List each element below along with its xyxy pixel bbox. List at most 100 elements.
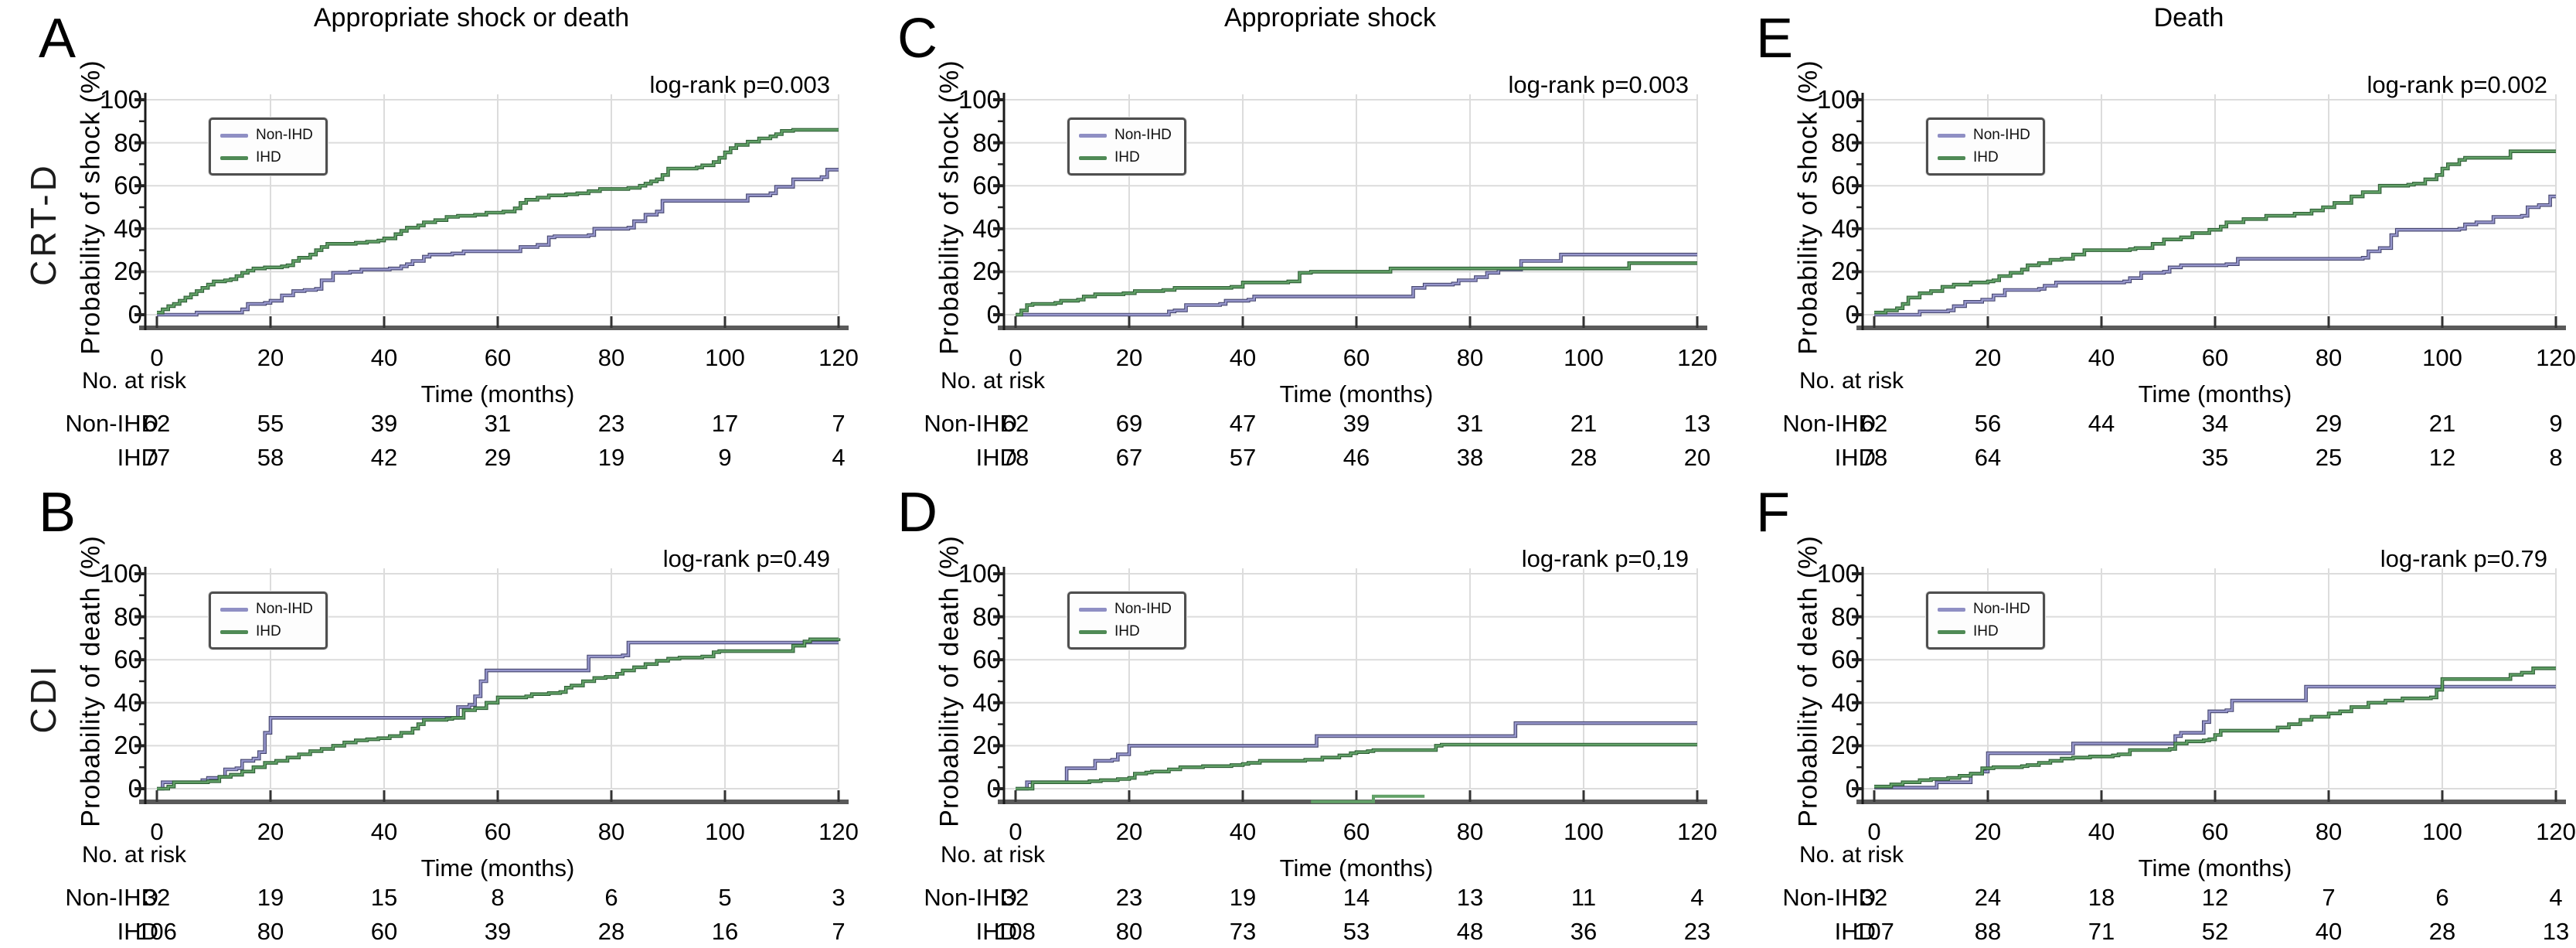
risk-count: 20	[1683, 444, 1711, 471]
risk-count: 71	[2088, 918, 2115, 945]
legend-item-ihd: IHD	[220, 149, 313, 166]
legend-box: Non-IHD IHD	[1926, 592, 2045, 650]
risk-count: 16	[711, 918, 739, 945]
risk-row-label: IHD	[117, 918, 158, 945]
risk-row: Non-IHD 62 69 47 39 31 21 13	[859, 410, 1717, 441]
risk-count: 6	[604, 884, 618, 911]
risk-count: 69	[1115, 410, 1143, 437]
risk-count: 32	[1860, 884, 1888, 911]
x-tick-label: 100	[1564, 344, 1604, 371]
risk-count: 32	[1002, 884, 1029, 911]
risk-count: 19	[597, 444, 625, 471]
risk-row-label: IHD	[117, 444, 158, 471]
legend-label-ihd: IHD	[256, 149, 281, 165]
risk-row-label: IHD	[1834, 444, 1876, 471]
risk-count: 23	[1683, 918, 1711, 945]
risk-count: 80	[257, 918, 284, 945]
risk-count: 11	[1570, 884, 1597, 911]
x-tick-label: 80	[1456, 818, 1484, 845]
risk-row-label: Non-IHD	[924, 884, 1017, 911]
km-curve-ihd	[1874, 667, 2556, 788]
legend-box: Non-IHD IHD	[1067, 118, 1186, 176]
risk-count: 48	[1456, 918, 1484, 945]
legend-line-non-ihd-icon	[1079, 607, 1107, 612]
km-plot	[1852, 93, 2566, 330]
km-panel: B Probability of death (%) 020406080100 …	[0, 474, 859, 948]
risk-row: IHD 77 58 42 29 19 9 4	[0, 444, 859, 475]
risk-count: 35	[2201, 444, 2229, 471]
risk-row-label: IHD	[975, 444, 1017, 471]
x-tick-label: 80	[2315, 818, 2343, 845]
risk-count: 28	[1570, 444, 1598, 471]
km-plot	[134, 93, 849, 330]
x-tick-label: 80	[597, 344, 625, 371]
risk-count: 29	[484, 444, 512, 471]
x-tick-label: 0	[1009, 344, 1023, 371]
x-tick-label: 20	[1115, 818, 1143, 845]
legend-line-non-ihd-icon	[1938, 607, 1965, 612]
x-tick-label: 0	[1009, 818, 1023, 845]
legend-label-ihd: IHD	[256, 623, 281, 639]
risk-count: 62	[1860, 410, 1888, 437]
risk-count: 4	[2549, 884, 2563, 911]
legend-item-non-ihd: Non-IHD	[1079, 127, 1172, 144]
risk-count: 107	[1854, 918, 1894, 945]
x-tick-labels: 0 20 40 60 80 100 120	[1717, 818, 2576, 846]
legend-line-ihd-icon	[220, 629, 248, 634]
no-at-risk-label: No. at risk	[82, 842, 187, 868]
risk-count: 18	[2088, 884, 2115, 911]
risk-count: 7	[2322, 884, 2336, 911]
risk-count: 28	[597, 918, 625, 945]
risk-count: 28	[2428, 918, 2456, 945]
risk-row: IHD 78 67 57 46 38 28 20	[859, 444, 1717, 475]
km-curve-ihd	[1016, 743, 1697, 790]
km-curve-non-ihd	[1874, 685, 2556, 789]
km-panel: D Probability of death (%) 020406080100 …	[859, 474, 1717, 948]
legend-line-ihd-icon	[1938, 155, 1965, 160]
x-tick-label: 20	[257, 344, 284, 371]
risk-row-label: Non-IHD	[924, 410, 1017, 437]
x-tick-label: 100	[1564, 818, 1604, 845]
x-tick-label: 60	[484, 344, 512, 371]
x-tick-label: 40	[370, 344, 398, 371]
x-tick-label: 60	[1342, 818, 1370, 845]
no-at-risk-label: No. at risk	[1799, 368, 1904, 394]
risk-count: 19	[1229, 884, 1257, 911]
risk-count: 12	[2428, 444, 2456, 471]
km-curve-non-ihd	[1874, 195, 2556, 316]
x-tick-label: 20	[1974, 344, 2002, 371]
risk-count: 4	[1690, 884, 1704, 911]
x-tick-label: 40	[1229, 344, 1257, 371]
risk-count: 60	[370, 918, 398, 945]
risk-count: 24	[1974, 884, 2002, 911]
legend-item-ihd: IHD	[1938, 623, 2030, 640]
risk-count: 64	[1974, 444, 2002, 471]
risk-count: 38	[1456, 444, 1484, 471]
risk-count: 57	[1229, 444, 1257, 471]
x-tick-label: 100	[705, 344, 745, 371]
panel-letter: D	[897, 482, 938, 544]
risk-row-label: IHD	[975, 918, 1017, 945]
legend-label-ihd: IHD	[1973, 623, 1999, 639]
panel-letter: A	[39, 8, 77, 70]
legend-line-ihd-icon	[220, 155, 248, 160]
panel-letter: B	[39, 482, 77, 544]
risk-count: 39	[1342, 410, 1370, 437]
x-tick-label: 60	[2201, 818, 2229, 845]
risk-row: Non-IHD 32 23 19 14 13 11 4	[859, 884, 1717, 915]
x-tick-label: 40	[370, 818, 398, 845]
legend-item-ihd: IHD	[1938, 149, 2030, 166]
risk-count: 23	[1115, 884, 1143, 911]
x-tick-label: 120	[818, 818, 859, 845]
km-curve-non-ihd	[157, 641, 839, 790]
x-tick-label: 20	[257, 818, 284, 845]
risk-row-label: IHD	[1834, 918, 1876, 945]
risk-count: 47	[1229, 410, 1257, 437]
risk-count: 3	[832, 884, 846, 911]
risk-count: 67	[1115, 444, 1143, 471]
risk-count: 78	[1002, 444, 1029, 471]
legend-line-non-ihd-icon	[1079, 133, 1107, 138]
risk-count: 88	[1974, 918, 2002, 945]
risk-count: 77	[143, 444, 171, 471]
risk-row-label: Non-IHD	[65, 410, 158, 437]
